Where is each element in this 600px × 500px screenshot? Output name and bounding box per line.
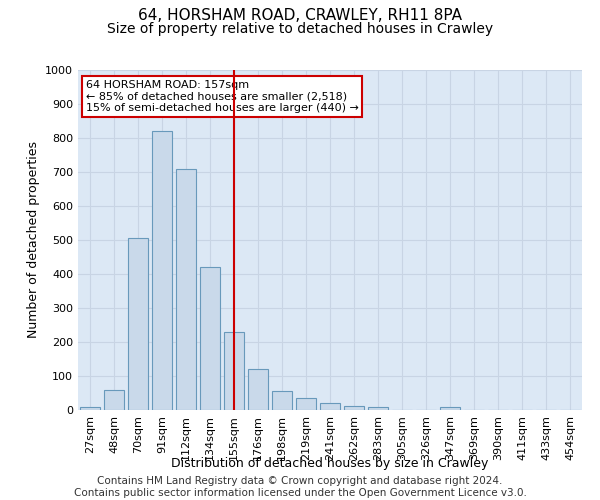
Bar bbox=[80, 408, 100, 410]
Bar bbox=[224, 332, 244, 410]
Bar bbox=[344, 406, 364, 410]
Bar bbox=[440, 406, 460, 410]
Text: Size of property relative to detached houses in Crawley: Size of property relative to detached ho… bbox=[107, 22, 493, 36]
Bar bbox=[200, 267, 220, 410]
Bar bbox=[320, 403, 340, 410]
Bar bbox=[128, 238, 148, 410]
Bar bbox=[152, 131, 172, 410]
Text: Contains HM Land Registry data © Crown copyright and database right 2024.
Contai: Contains HM Land Registry data © Crown c… bbox=[74, 476, 526, 498]
Text: 64 HORSHAM ROAD: 157sqm
← 85% of detached houses are smaller (2,518)
15% of semi: 64 HORSHAM ROAD: 157sqm ← 85% of detache… bbox=[86, 80, 358, 114]
Bar bbox=[368, 406, 388, 410]
Text: Distribution of detached houses by size in Crawley: Distribution of detached houses by size … bbox=[172, 458, 488, 470]
Text: 64, HORSHAM ROAD, CRAWLEY, RH11 8PA: 64, HORSHAM ROAD, CRAWLEY, RH11 8PA bbox=[138, 8, 462, 22]
Bar bbox=[104, 390, 124, 410]
Bar bbox=[176, 168, 196, 410]
Bar bbox=[296, 398, 316, 410]
Bar bbox=[248, 369, 268, 410]
Bar bbox=[272, 392, 292, 410]
Y-axis label: Number of detached properties: Number of detached properties bbox=[26, 142, 40, 338]
